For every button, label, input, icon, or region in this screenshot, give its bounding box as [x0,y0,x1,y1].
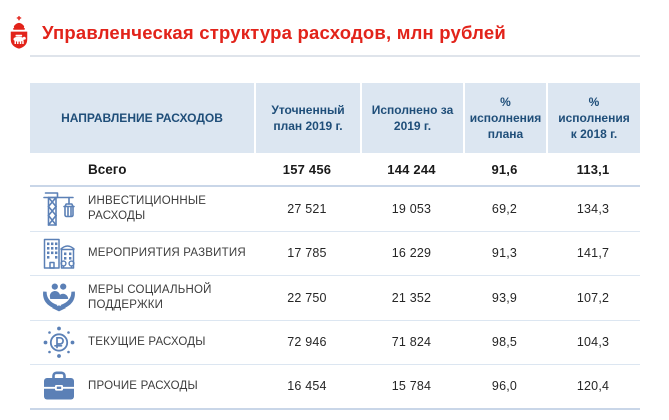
city-buildings-icon [30,233,88,273]
row-value: 72 946 [287,335,327,350]
total-row-label: Всего [88,161,127,177]
table-body: ИНВЕСТИЦИОННЫЕ РАСХОДЫ 27 521 19 053 69,2 13… [30,187,640,410]
column-header: Исполнено за 2019 г. [360,83,463,153]
row-label-cell: ПРОЧИЕ РАСХОДЫ [30,365,254,408]
table-row: МЕРЫ СОЦИАЛЬНОЙ ПОДДЕРЖКИ 22 750 21 352 93,… [30,276,640,321]
row-value: 104,3 [576,335,610,350]
perm-coat-of-arms-icon [8,15,30,51]
row-label: МЕРОПРИЯТИЯ РАЗВИТИЯ [88,246,246,259]
total-row-value: 91,6 [491,161,518,177]
ruble-coin-icon [30,322,88,362]
row-value: 141,7 [576,246,610,261]
row-label-cell: МЕРОПРИЯТИЯ РАЗВИТИЯ [30,232,254,276]
row-value: 98,5 [491,335,518,350]
row-label-cell: ТЕКУЩИЕ РАСХОДЫ [30,321,254,365]
row-label: МЕРЫ СОЦИАЛЬНОЙ ПОДДЕРЖКИ [88,283,212,311]
hands-holding-people-icon [30,278,88,318]
total-row-value: 113,1 [576,161,610,177]
table-row: МЕРОПРИЯТИЯ РАЗВИТИЯ 17 785 16 229 91,3 141,… [30,232,640,276]
expenses-table: НАПРАВЛЕНИЕ РАСХОДОВ Уточненный план 2019… [30,83,640,410]
column-header: % исполнения к 2018 г. [546,83,640,153]
row-value: 15 784 [391,379,432,394]
table-row: ТЕКУЩИЕ РАСХОДЫ 72 946 71 824 98,5 104,3 [30,321,640,365]
row-value: 17 785 [287,246,327,261]
row-value: 107,2 [576,290,610,305]
row-label-cell: ИНВЕСТИЦИОННЫЕ РАСХОДЫ [30,187,254,231]
page-title: Управленческая структура расходов, млн р… [42,22,506,43]
total-row-value: 144 244 [387,161,436,177]
row-value: 71 824 [391,335,432,350]
column-header: Уточненный план 2019 г. [254,83,360,153]
row-value: 16 454 [287,379,327,394]
total-row-value: 157 456 [282,161,332,177]
row-value: 120,4 [576,379,610,394]
row-value: 69,2 [491,201,518,216]
construction-crane-icon [30,189,88,229]
row-value: 22 750 [287,290,327,305]
row-value: 96,0 [491,379,518,394]
row-value: 93,9 [491,290,518,305]
row-value: 19 053 [391,201,432,216]
row-value: 91,3 [491,246,518,261]
column-header: НАПРАВЛЕНИЕ РАСХОДОВ [61,110,223,125]
row-value: 27 521 [287,201,327,216]
table-row: ПРОЧИЕ РАСХОДЫ 16 454 15 784 96,0 120,4 [30,365,640,410]
title-divider [30,55,640,57]
column-header: % исполнения плана [463,83,546,153]
total-row: Всего 157 456 144 244 91,6 113,1 [30,153,640,187]
row-label: ТЕКУЩИЕ РАСХОДЫ [88,335,206,348]
page-header: Управленческая структура расходов, млн р… [8,15,506,51]
briefcase-icon [30,366,88,406]
row-label-cell: МЕРЫ СОЦИАЛЬНОЙ ПОДДЕРЖКИ [30,276,254,320]
table-row: ИНВЕСТИЦИОННЫЕ РАСХОДЫ 27 521 19 053 69,2 13… [30,187,640,232]
row-value: 16 229 [391,246,432,261]
row-value: 134,3 [576,201,610,216]
table-header-row: НАПРАВЛЕНИЕ РАСХОДОВ Уточненный план 2019… [30,83,640,153]
row-label: ИНВЕСТИЦИОННЫЕ РАСХОДЫ [88,194,207,222]
row-value: 21 352 [391,290,432,305]
row-label: ПРОЧИЕ РАСХОДЫ [88,379,198,392]
